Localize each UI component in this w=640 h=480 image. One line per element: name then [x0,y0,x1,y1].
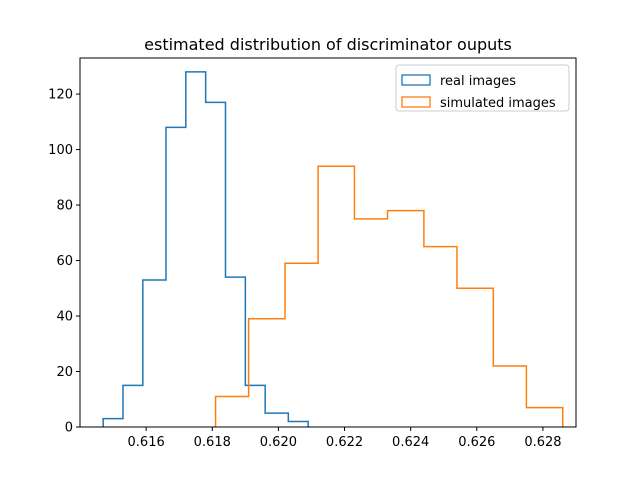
histogram-bin [143,280,166,427]
y-axis: 0 20 40 60 80 100 120 [48,88,80,436]
x-tick-label: 0.624 [392,435,429,450]
histogram-bin [225,277,245,427]
x-tick-label: 0.620 [260,435,297,450]
plot-frame [79,57,577,428]
histogram-bin [526,408,562,427]
y-tick-label: 120 [48,88,73,103]
histogram-bin [103,419,123,427]
x-tick-label: 0.622 [326,435,363,450]
y-tick-label: 60 [56,254,73,269]
legend-item: real images [401,74,516,89]
y-tick-label: 40 [56,310,73,325]
histogram-bin [285,263,318,427]
histogram-bin [388,211,424,427]
legend: real images simulated images [395,64,570,112]
histogram-bin [216,396,249,427]
y-tick-label: 80 [56,199,73,214]
y-tick-label: 0 [65,421,73,436]
histogram-bin [424,247,457,427]
legend-swatch [401,96,431,108]
histogram-bin [354,219,387,427]
histogram-bin [457,288,493,427]
x-tick-label: 0.616 [128,435,165,450]
series-real-images [102,71,309,427]
series-simulated-images [214,165,564,427]
axes-frame [79,57,577,428]
chart-title: estimated distribution of discriminator … [144,35,512,54]
histogram-bin [318,166,354,427]
histogram-bin [123,385,143,427]
x-tick-label: 0.618 [194,435,231,450]
series-layer [102,71,564,427]
histogram-bin [249,319,285,427]
legend-swatch [401,74,431,86]
legend-label: real images [440,74,516,89]
histogram-bin [186,72,206,427]
title-group: estimated distribution of discriminator … [144,35,512,54]
x-tick-label: 0.626 [458,435,495,450]
x-tick-label: 0.628 [524,435,561,450]
histogram-bin [288,421,308,427]
histogram-bin [166,127,186,427]
histogram-bin [206,102,226,427]
legend-label: simulated images [440,96,556,111]
legend-item: simulated images [401,96,556,111]
x-axis: 0.616 0.618 0.620 0.622 0.624 0.626 0.628 [128,427,562,450]
histogram-bin [493,366,526,427]
legend-box [395,64,570,112]
histogram-bin [265,413,288,427]
y-tick-label: 100 [48,143,73,158]
histogram-step-line [102,71,309,427]
histogram-step-line [214,165,564,427]
y-tick-label: 20 [56,365,73,380]
